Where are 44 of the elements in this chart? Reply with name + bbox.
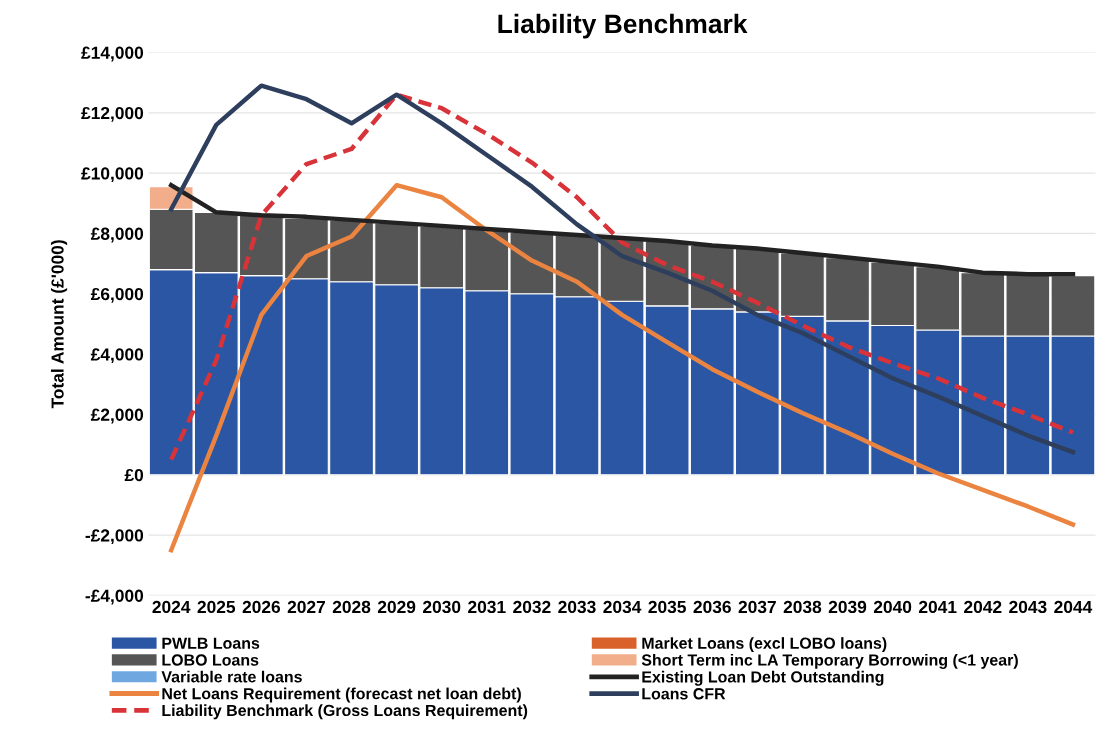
y-tick-label: £6,000 [90, 287, 144, 303]
x-tick-label: 2037 [738, 600, 776, 614]
x-tick-label: 2029 [377, 600, 416, 614]
legend-label: Loans CFR [642, 688, 726, 700]
legend-label: Existing Loan Debt Outstanding [642, 670, 884, 686]
legend-label: PWLB Loans [162, 637, 260, 649]
x-tick-label: 2036 [693, 600, 731, 614]
x-tick-label: 2032 [513, 600, 551, 614]
y-tick-label: £12,000 [81, 106, 144, 122]
y-tick-label: £8,000 [90, 227, 144, 243]
x-tick-label: 2041 [918, 600, 957, 614]
x-tick-label: 2040 [873, 600, 912, 614]
x-tick-label: 2043 [1009, 600, 1047, 614]
y-tick-label: £0 [124, 468, 144, 482]
x-tick-label: 2028 [332, 600, 371, 614]
legend-label: Liability Benchmark (Gross Loans Requirement) [162, 704, 528, 720]
legend-label: Net Loans Requirement (forecast net loan debt) [162, 687, 521, 703]
legend-label: LOBO Loans [162, 654, 259, 666]
x-tick-label: 2025 [197, 600, 236, 614]
chart-title: Liability Benchmark [498, 13, 748, 39]
x-tick-label: 2042 [964, 600, 1002, 614]
line-series [168, 182, 1076, 553]
x-tick-label: 2039 [828, 600, 867, 614]
y-tick-label: -£4,000 [85, 589, 144, 605]
x-tick-label: 2026 [242, 600, 281, 614]
x-tick-label: 2034 [603, 600, 642, 614]
legend-label: Short Term inc LA Temporary Borrowing (<1 year) [641, 653, 1018, 669]
x-tick-label: 2038 [783, 600, 822, 614]
legend-label: Variable rate loans [161, 670, 302, 683]
x-tick-label: 2035 [648, 600, 686, 614]
line-series [168, 182, 1076, 277]
y-tick-label: £10,000 [81, 167, 144, 183]
x-tick-label: 2031 [468, 600, 506, 614]
x-tick-label: 2033 [558, 600, 596, 614]
y-tick-label: -£2,000 [85, 529, 144, 545]
y-tick-label: £14,000 [81, 46, 144, 62]
x-tick-label: 2024 [152, 600, 191, 614]
x-tick-label: 2044 [1054, 600, 1093, 614]
y-tick-label: £4,000 [90, 348, 144, 364]
x-tick-label: 2030 [423, 600, 461, 614]
legend-label: Market Loans (excl LOBO loans) [642, 637, 887, 653]
y-tick-label: £2,000 [90, 408, 144, 424]
y-axis-title: Total Amount (£'000) [50, 240, 68, 409]
x-tick-label: 2027 [287, 600, 325, 614]
